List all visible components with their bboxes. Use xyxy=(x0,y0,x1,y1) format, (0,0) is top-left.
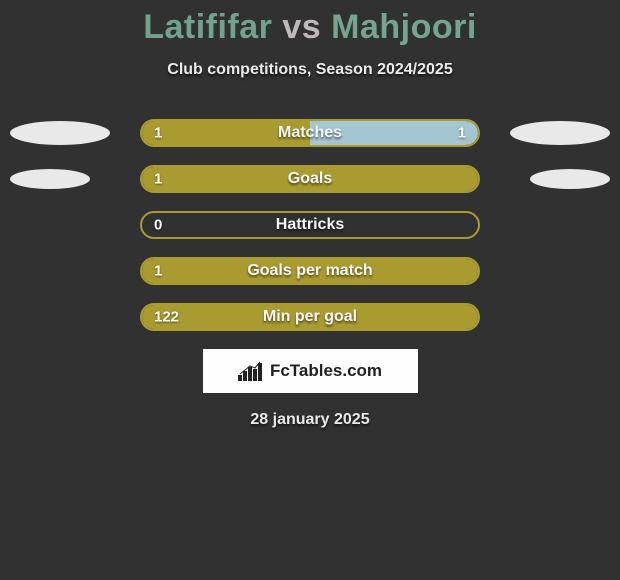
value-left: 1 xyxy=(154,171,162,188)
player1-name: Latififar xyxy=(143,8,272,46)
ellipse-left xyxy=(10,169,90,189)
subtitle: Club competitions, Season 2024/2025 xyxy=(0,61,620,79)
stat-track: 1 1 Matches xyxy=(140,119,480,147)
stat-row: 122 Min per goal xyxy=(0,303,620,331)
stat-track: 122 Min per goal xyxy=(140,303,480,331)
stat-track: 1 Goals xyxy=(140,165,480,193)
stat-label: Matches xyxy=(278,124,342,142)
vs-text: vs xyxy=(282,8,321,46)
ellipse-right xyxy=(510,121,610,145)
ellipse-right xyxy=(530,169,610,189)
logo-text: FcTables.com xyxy=(270,361,382,381)
value-right: 1 xyxy=(458,125,466,142)
stat-row: 1 Goals xyxy=(0,165,620,193)
stat-label: Hattricks xyxy=(276,216,344,234)
value-left: 0 xyxy=(154,217,162,234)
stat-track: 0 Hattricks xyxy=(140,211,480,239)
value-left: 1 xyxy=(154,263,162,280)
logo-box: FcTables.com xyxy=(203,349,418,393)
stat-track: 1 Goals per match xyxy=(140,257,480,285)
player2-name: Mahjoori xyxy=(331,8,477,46)
stat-row: 1 Goals per match xyxy=(0,257,620,285)
stat-label: Min per goal xyxy=(263,308,357,326)
stat-row: 0 Hattricks xyxy=(0,211,620,239)
date-text: 28 january 2025 xyxy=(0,411,620,429)
bar-chart-icon xyxy=(238,361,264,381)
value-left: 122 xyxy=(154,309,179,326)
stat-row: 1 1 Matches xyxy=(0,119,620,147)
ellipse-left xyxy=(10,121,110,145)
comparison-chart: 1 1 Matches 1 Goals 0 Hattricks 1 Goals per matc… xyxy=(0,119,620,331)
value-left: 1 xyxy=(154,125,162,142)
stat-label: Goals per match xyxy=(247,262,372,280)
stat-label: Goals xyxy=(288,170,332,188)
page-title: Latififar vs Mahjoori xyxy=(0,0,620,47)
